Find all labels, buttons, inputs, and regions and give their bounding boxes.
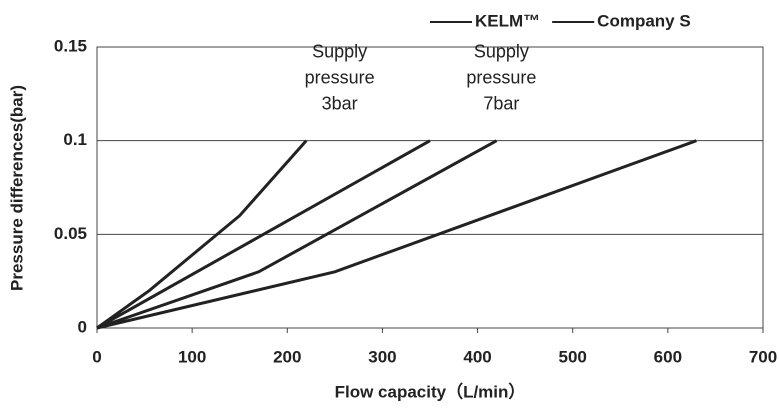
- y-axis-label: Pressure differences(bar): [7, 85, 26, 291]
- x-tick-label: 700: [749, 347, 777, 366]
- annotation: Supply: [312, 42, 367, 62]
- annotation: 3bar: [322, 94, 358, 114]
- annotation: pressure: [466, 68, 536, 88]
- annotation: 7bar: [483, 94, 519, 114]
- x-tick-label: 300: [368, 347, 396, 366]
- x-tick-label: 600: [654, 347, 682, 366]
- y-tick-label: 0.1: [63, 130, 87, 149]
- chart: Flow capacity（L/min） Pressure difference…: [0, 0, 779, 410]
- x-tick-label: 0: [92, 347, 101, 366]
- annotation: Supply: [474, 42, 529, 62]
- plot-frame: [97, 47, 763, 328]
- y-tick-label: 0.05: [54, 224, 87, 243]
- x-tick-label: 200: [273, 347, 301, 366]
- x-axis-label: Flow capacity（L/min）: [335, 381, 526, 401]
- legend-label: Company S: [597, 11, 691, 30]
- x-tick-label: 500: [559, 347, 587, 366]
- x-tick-label: 100: [178, 347, 206, 366]
- y-tick-label: 0: [78, 317, 87, 336]
- y-tick-label: 0.15: [54, 36, 87, 55]
- annotation: pressure: [305, 68, 375, 88]
- legend-label: KELM™: [475, 11, 540, 30]
- x-tick-label: 400: [463, 347, 491, 366]
